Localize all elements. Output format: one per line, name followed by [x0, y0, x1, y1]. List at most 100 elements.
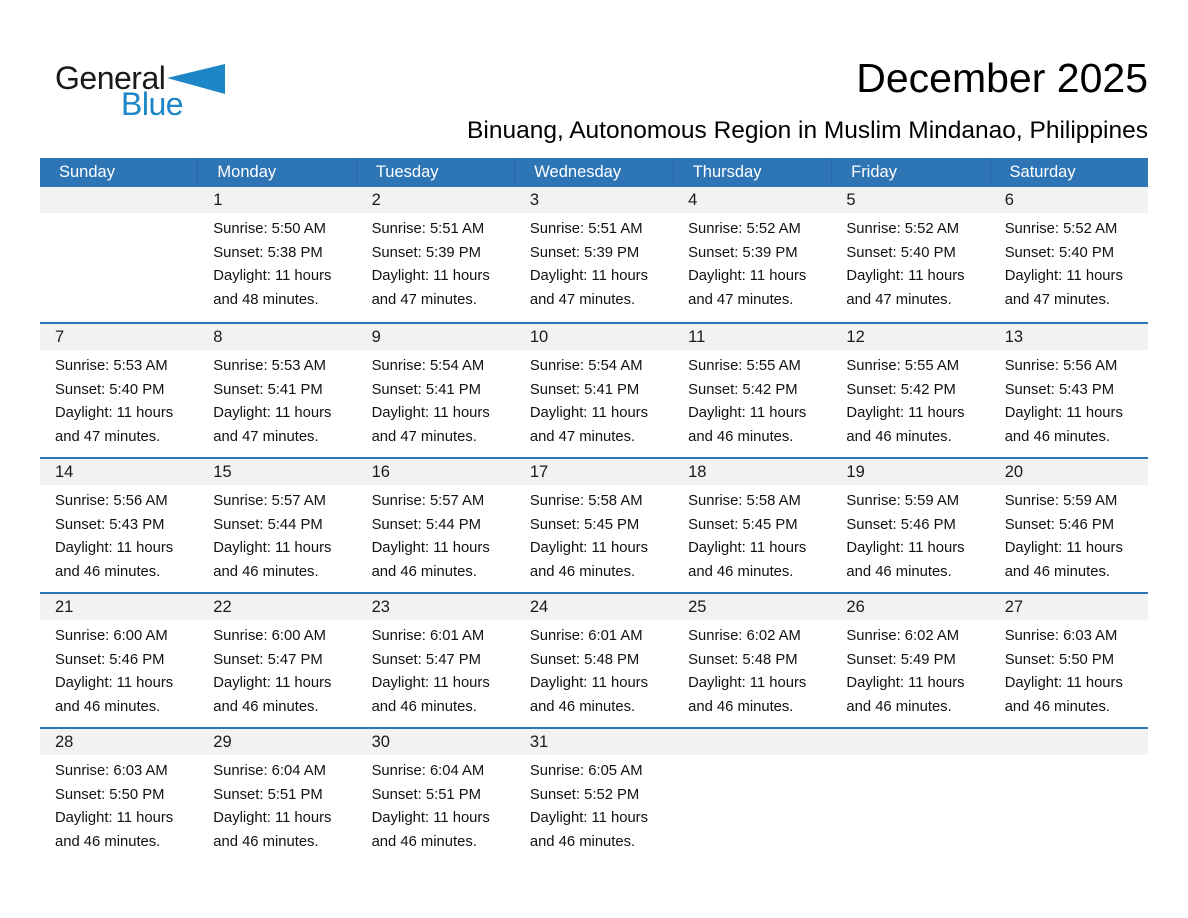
daylight-text-line1: Daylight: 11 hours: [688, 675, 807, 691]
day-number: 4: [688, 191, 698, 209]
sunrise-text: Sunrise: 5:52 AM: [1004, 221, 1118, 237]
sunrise-text: Sunrise: 6:04 AM: [371, 763, 485, 779]
daylight-text-line1: Daylight: 11 hours: [371, 675, 490, 691]
day-cell-25: 25 Sunrise: 6:02 AM Sunset: 5:48 PM Dayligh…: [673, 594, 832, 727]
day-details: [40, 213, 198, 218]
day-number: 5: [846, 191, 856, 209]
day-number-band: [40, 187, 199, 213]
sunset-text: Sunset: 5:41 PM: [371, 381, 481, 398]
sunset-text: Sunset: 5:40 PM: [846, 244, 956, 261]
day-number: 12: [846, 328, 865, 346]
day-number: 14: [55, 463, 74, 481]
sunrise-text: Sunrise: 5:59 AM: [846, 493, 960, 509]
day-cell-10: 10 Sunrise: 5:54 AM Sunset: 5:41 PM Dayligh…: [514, 324, 674, 457]
day-number-band: 18: [673, 459, 832, 485]
day-cell-23: 23 Sunrise: 6:01 AM Sunset: 5:47 PM Dayligh…: [356, 594, 515, 727]
daylight-text-line1: Daylight: 11 hours: [371, 405, 490, 421]
day-cell-28: 28 Sunrise: 6:03 AM Sunset: 5:50 PM Dayligh…: [40, 729, 199, 862]
day-cell-27: 27 Sunrise: 6:03 AM Sunset: 5:50 PM Dayligh…: [989, 594, 1148, 727]
sunset-text: Sunset: 5:49 PM: [846, 651, 956, 668]
day-number: 17: [529, 463, 549, 481]
day-number: 8: [213, 328, 223, 346]
day-details: Sunrise: 5:51 AM Sunset: 5:39 PM Daylight:…: [357, 213, 515, 312]
day-cell-20: 20 Sunrise: 5:59 AM Sunset: 5:46 PM Dayligh…: [989, 459, 1148, 592]
day-number: 1: [213, 191, 223, 209]
sunset-text: Sunset: 5:44 PM: [213, 516, 323, 533]
day-cell-18: 18 Sunrise: 5:58 AM Sunset: 5:45 PM Dayligh…: [673, 459, 832, 592]
day-number-band: 25: [673, 594, 832, 620]
day-details: Sunrise: 5:58 AM Sunset: 5:45 PM Daylight:…: [673, 485, 831, 584]
day-number: 29: [213, 733, 232, 751]
sunset-text: Sunset: 5:51 PM: [213, 786, 323, 803]
sunset-text: Sunset: 5:48 PM: [688, 651, 798, 668]
day-cell-21: 21 Sunrise: 6:00 AM Sunset: 5:46 PM Dayligh…: [40, 594, 199, 727]
day-number-band: 4: [673, 187, 832, 213]
sunrise-text: Sunrise: 6:00 AM: [55, 628, 168, 644]
day-cell-4: 4 Sunrise: 5:52 AM Sunset: 5:39 PM Daylight…: [673, 187, 832, 322]
sunset-text: Sunset: 5:40 PM: [55, 381, 165, 398]
day-number-band: 8: [198, 324, 357, 350]
daylight-text-line2: and 46 minutes.: [55, 563, 161, 580]
day-details: Sunrise: 6:02 AM Sunset: 5:49 PM Daylight:…: [831, 620, 989, 719]
sunrise-text: Sunrise: 6:03 AM: [1004, 628, 1118, 644]
sunrise-text: Sunrise: 6:03 AM: [55, 763, 168, 779]
sunset-text: Sunset: 5:45 PM: [688, 516, 798, 533]
day-number: 3: [529, 191, 540, 209]
day-number-band: 24: [514, 594, 674, 620]
calendar: Sunday Monday Tuesday Wednesday Thursday Frid…: [40, 158, 1148, 862]
daylight-text-line1: Daylight: 11 hours: [55, 540, 174, 556]
weekday-header-monday: Monday: [197, 158, 355, 187]
day-details: Sunrise: 5:52 AM Sunset: 5:39 PM Daylight:…: [673, 213, 831, 312]
day-number-band: 31: [514, 729, 674, 755]
day-details: Sunrise: 6:00 AM Sunset: 5:46 PM Daylight:…: [40, 620, 198, 719]
day-cell-19: 19 Sunrise: 5:59 AM Sunset: 5:46 PM Dayligh…: [831, 459, 990, 592]
daylight-text-line2: and 46 minutes.: [1004, 698, 1110, 715]
daylight-text-line1: Daylight: 11 hours: [55, 810, 174, 826]
day-details: Sunrise: 5:56 AM Sunset: 5:43 PM Daylight:…: [990, 350, 1148, 449]
sunset-text: Sunset: 5:45 PM: [529, 516, 640, 533]
sunset-text: Sunset: 5:42 PM: [846, 381, 956, 398]
day-number: 22: [213, 598, 232, 616]
sunrise-text: Sunrise: 5:55 AM: [688, 358, 801, 374]
day-cell-31: 31 Sunrise: 6:05 AM Sunset: 5:52 PM Dayligh…: [514, 729, 674, 862]
day-details: [673, 755, 831, 760]
daylight-text-line1: Daylight: 11 hours: [688, 540, 807, 556]
sunrise-text: Sunrise: 5:59 AM: [1004, 493, 1118, 509]
sunset-text: Sunset: 5:47 PM: [213, 651, 323, 668]
day-cell-7: 7 Sunrise: 5:53 AM Sunset: 5:40 PM Daylight…: [40, 324, 199, 457]
daylight-text-line1: Daylight: 11 hours: [846, 675, 965, 691]
general-blue-logo: General Blue: [55, 60, 255, 122]
daylight-text-line1: Daylight: 11 hours: [213, 810, 332, 826]
sunrise-text: Sunrise: 5:52 AM: [688, 221, 801, 237]
day-details: Sunrise: 5:57 AM Sunset: 5:44 PM Daylight:…: [198, 485, 356, 584]
sunset-text: Sunset: 5:38 PM: [213, 244, 323, 261]
sunset-text: Sunset: 5:41 PM: [213, 381, 323, 398]
day-number-band: 13: [989, 324, 1148, 350]
daylight-text-line2: and 46 minutes.: [688, 698, 794, 715]
weekday-header-sunday: Sunday: [59, 163, 115, 181]
day-number: 21: [55, 598, 74, 616]
sunrise-text: Sunrise: 5:56 AM: [55, 493, 168, 509]
day-number: 16: [371, 463, 390, 481]
daylight-text-line2: and 48 minutes.: [213, 291, 319, 308]
day-details: Sunrise: 5:54 AM Sunset: 5:41 PM Daylight:…: [515, 350, 673, 449]
day-number: 24: [529, 598, 549, 616]
daylight-text-line2: and 46 minutes.: [529, 833, 636, 850]
daylight-text-line2: and 46 minutes.: [529, 563, 636, 580]
day-cell-2: 2 Sunrise: 5:51 AM Sunset: 5:39 PM Daylight…: [356, 187, 515, 322]
daylight-text-line2: and 46 minutes.: [688, 563, 794, 580]
daylight-text-line2: and 46 minutes.: [55, 833, 161, 850]
daylight-text-line2: and 47 minutes.: [529, 428, 636, 445]
day-details: Sunrise: 5:50 AM Sunset: 5:38 PM Daylight:…: [198, 213, 356, 312]
day-number: 6: [1004, 191, 1014, 209]
day-details: Sunrise: 6:03 AM Sunset: 5:50 PM Daylight:…: [40, 755, 198, 854]
day-details: Sunrise: 6:03 AM Sunset: 5:50 PM Daylight:…: [990, 620, 1148, 719]
day-cell-6: 6 Sunrise: 5:52 AM Sunset: 5:40 PM Daylight…: [989, 187, 1148, 322]
empty-day-cell: [831, 729, 990, 862]
day-cell-13: 13 Sunrise: 5:56 AM Sunset: 5:43 PM Dayligh…: [989, 324, 1148, 457]
daylight-text-line2: and 46 minutes.: [846, 428, 952, 445]
day-number: 13: [1004, 328, 1024, 346]
daylight-text-line1: Daylight: 11 hours: [213, 540, 332, 556]
weekday-header-thursday: Thursday: [672, 158, 831, 187]
